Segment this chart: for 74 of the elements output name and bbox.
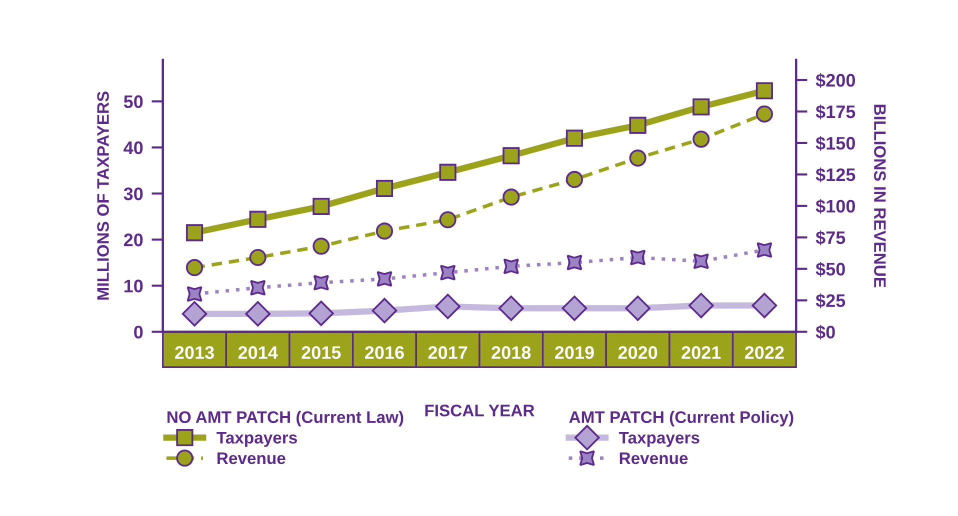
point	[503, 258, 519, 274]
point	[312, 238, 330, 255]
point	[435, 294, 461, 320]
point	[249, 210, 266, 228]
y2-tick-label: $175	[816, 104, 856, 120]
point	[629, 116, 646, 134]
x-tick-label: 2016	[365, 346, 404, 359]
point	[756, 82, 773, 100]
point	[372, 298, 398, 324]
y-tick-label: 0	[134, 326, 143, 339]
y2-tick-label: $200	[816, 73, 855, 88]
x-tick-label: 2015	[302, 346, 341, 359]
y-tick-label: 30	[124, 187, 143, 200]
text: AMT PATCH (Current Policy)	[569, 410, 794, 426]
point	[182, 301, 208, 327]
point	[756, 105, 773, 123]
y2-tick-label: $150	[816, 136, 855, 151]
point	[308, 300, 334, 326]
y2-tick-label: $75	[816, 230, 846, 246]
point	[562, 296, 588, 321]
point	[186, 224, 204, 242]
point	[376, 222, 394, 240]
point	[566, 254, 582, 270]
point	[693, 254, 709, 270]
point	[439, 211, 456, 228]
point	[376, 180, 394, 197]
point	[186, 259, 204, 276]
y2-tick-label: $50	[816, 262, 845, 277]
x-tick-label: 2014	[238, 346, 278, 359]
point	[756, 242, 772, 258]
point	[629, 150, 646, 167]
legend-label: Taxpayers	[216, 432, 297, 447]
y2-tick-label: $25	[816, 293, 846, 308]
point	[566, 170, 584, 188]
y2-tick-label: $125	[816, 168, 856, 182]
legend-label: Revenue	[620, 452, 688, 464]
point	[692, 98, 710, 116]
point	[625, 296, 650, 321]
x-tick-label: 2022	[744, 346, 784, 359]
point	[376, 271, 392, 287]
x-axis-title: FISCAL YEAR	[425, 404, 534, 416]
point	[688, 292, 714, 318]
y2-tick-label: $0	[816, 324, 835, 340]
point	[250, 280, 266, 296]
point	[312, 198, 330, 215]
point	[439, 164, 456, 181]
y-axis-title: MILLIONS OF TAXPAYERS	[97, 92, 109, 300]
x-tick-label: 2019	[555, 346, 594, 359]
y2-tick-label: $100	[816, 199, 855, 214]
point	[692, 130, 710, 148]
point	[566, 130, 584, 147]
point	[630, 250, 646, 266]
legend-label: Taxpayers	[618, 432, 700, 447]
legend-label: Revenue	[218, 452, 286, 464]
point	[186, 286, 202, 302]
y-tick-label: 50	[124, 95, 143, 108]
text: NO AMT PATCH (Current Law)	[168, 410, 404, 426]
y-tick-label: 10	[124, 280, 143, 292]
x-tick-label: 2018	[492, 346, 531, 359]
point	[313, 274, 329, 290]
point	[752, 292, 778, 318]
x-tick-label: 2020	[618, 346, 658, 359]
y-tick-label: 40	[124, 141, 143, 154]
point	[498, 296, 524, 321]
point	[502, 147, 520, 164]
point	[245, 301, 271, 327]
point	[502, 188, 520, 206]
point	[440, 264, 456, 280]
x-tick-label: 2017	[428, 346, 468, 359]
y-tick-label: 20	[124, 234, 143, 246]
x-tick-label: 2013	[175, 346, 214, 359]
x-tick-label: 2021	[682, 346, 721, 359]
point	[249, 248, 266, 266]
y2-axis-title: BILLIONS IN REVENUE	[874, 104, 886, 288]
